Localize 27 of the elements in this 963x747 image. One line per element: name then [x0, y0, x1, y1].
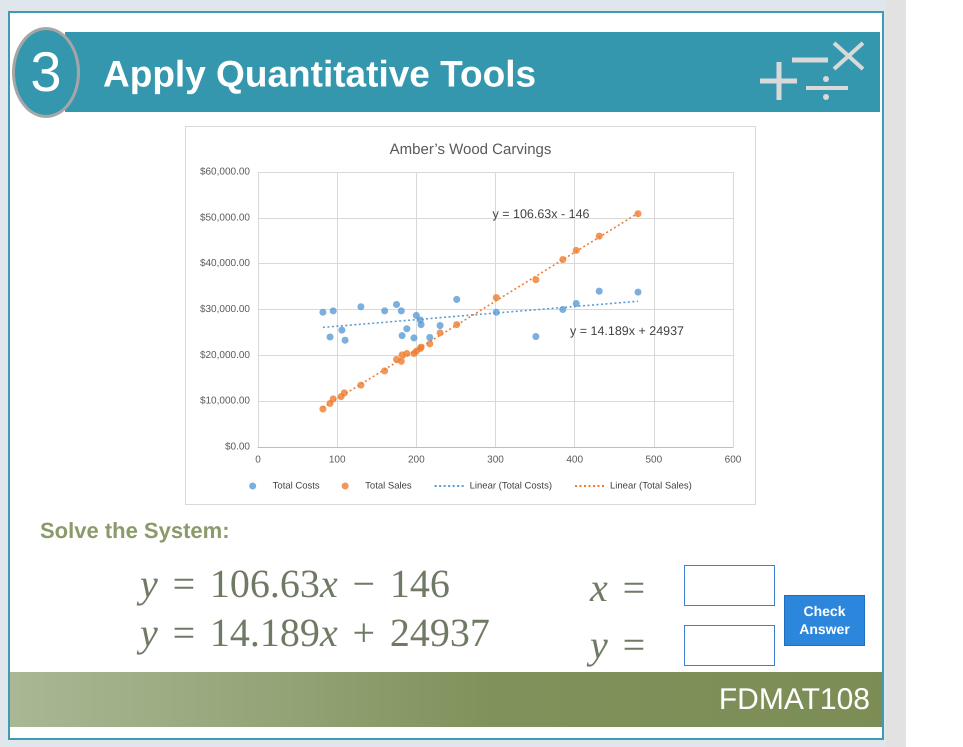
x-tick-label: 100: [328, 454, 346, 466]
text: FDMAT108: [718, 683, 870, 716]
y-tick-label: $50,000.00: [200, 212, 250, 224]
x-tick-label: 500: [645, 454, 663, 466]
y-tick-label: $10,000.00: [200, 396, 250, 407]
chart-title: Amber’s Wood Carvings: [390, 141, 552, 158]
legend-label: Linear (Total Costs): [470, 480, 552, 492]
x-tick-label: 600: [724, 454, 742, 466]
legend-label: Total Sales: [365, 480, 412, 492]
y-tick-label: $60,000.00: [200, 166, 250, 178]
text: 3: [30, 40, 62, 103]
text: x =: [590, 565, 646, 610]
x-tick-label: 200: [408, 454, 426, 466]
legend-label: Total Costs: [272, 480, 320, 492]
text: Solve the System:: [40, 518, 230, 543]
annotation: y = 106.63x - 146: [492, 207, 590, 221]
text: Apply Quantitative Tools: [103, 54, 536, 94]
y-tick-label: $30,000.00: [200, 304, 250, 315]
x-tick-label: 0: [255, 454, 262, 466]
x-tick-label: 300: [487, 454, 504, 466]
y-tick-label: $20,000.00: [200, 350, 250, 361]
annotation: y = 14.189x + 24937: [570, 324, 684, 338]
y-tick-label: $0.00: [224, 442, 250, 452]
y-tick-label: $40,000.00: [200, 258, 250, 270]
x-tick-label: 400: [566, 454, 584, 466]
button: Check Answer: [784, 595, 865, 646]
legend-label: Linear (Total Sales): [610, 480, 692, 492]
